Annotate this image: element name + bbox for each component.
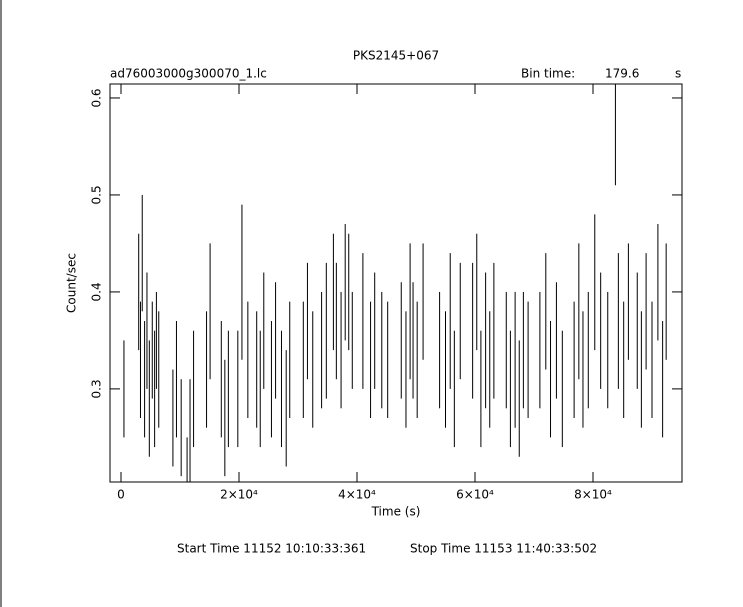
y-axis-label: Count/sec [65, 253, 79, 313]
bin-time-unit: s [675, 67, 681, 81]
subtitle: ad76003000g300070_1.lc [110, 67, 267, 81]
y-tick-label: 0.5 [90, 185, 104, 204]
x-tick-label: 2×10⁴ [220, 488, 258, 502]
bin-time-label: Bin time: [521, 67, 575, 81]
x-tick-label: 0 [117, 488, 125, 502]
x-axis-label: Time (s) [371, 505, 421, 519]
x-tick-label: 6×10⁴ [456, 488, 494, 502]
x-tick-label: 8×10⁴ [574, 488, 612, 502]
x-tick-label: 4×10⁴ [338, 488, 376, 502]
plot-area [123, 84, 667, 482]
y-tick-label: 0.4 [90, 282, 104, 301]
stop-time: Stop Time 11153 11:40:33:502 [410, 542, 597, 556]
start-time: Start Time 11152 10:10:33:361 [177, 542, 366, 556]
plot-frame [109, 83, 683, 483]
y-tick-label: 0.6 [90, 88, 104, 107]
chart-title: PKS2145+067 [353, 49, 439, 63]
y-tick-label: 0.3 [90, 379, 104, 398]
bin-time-value: 179.6 [605, 67, 639, 81]
